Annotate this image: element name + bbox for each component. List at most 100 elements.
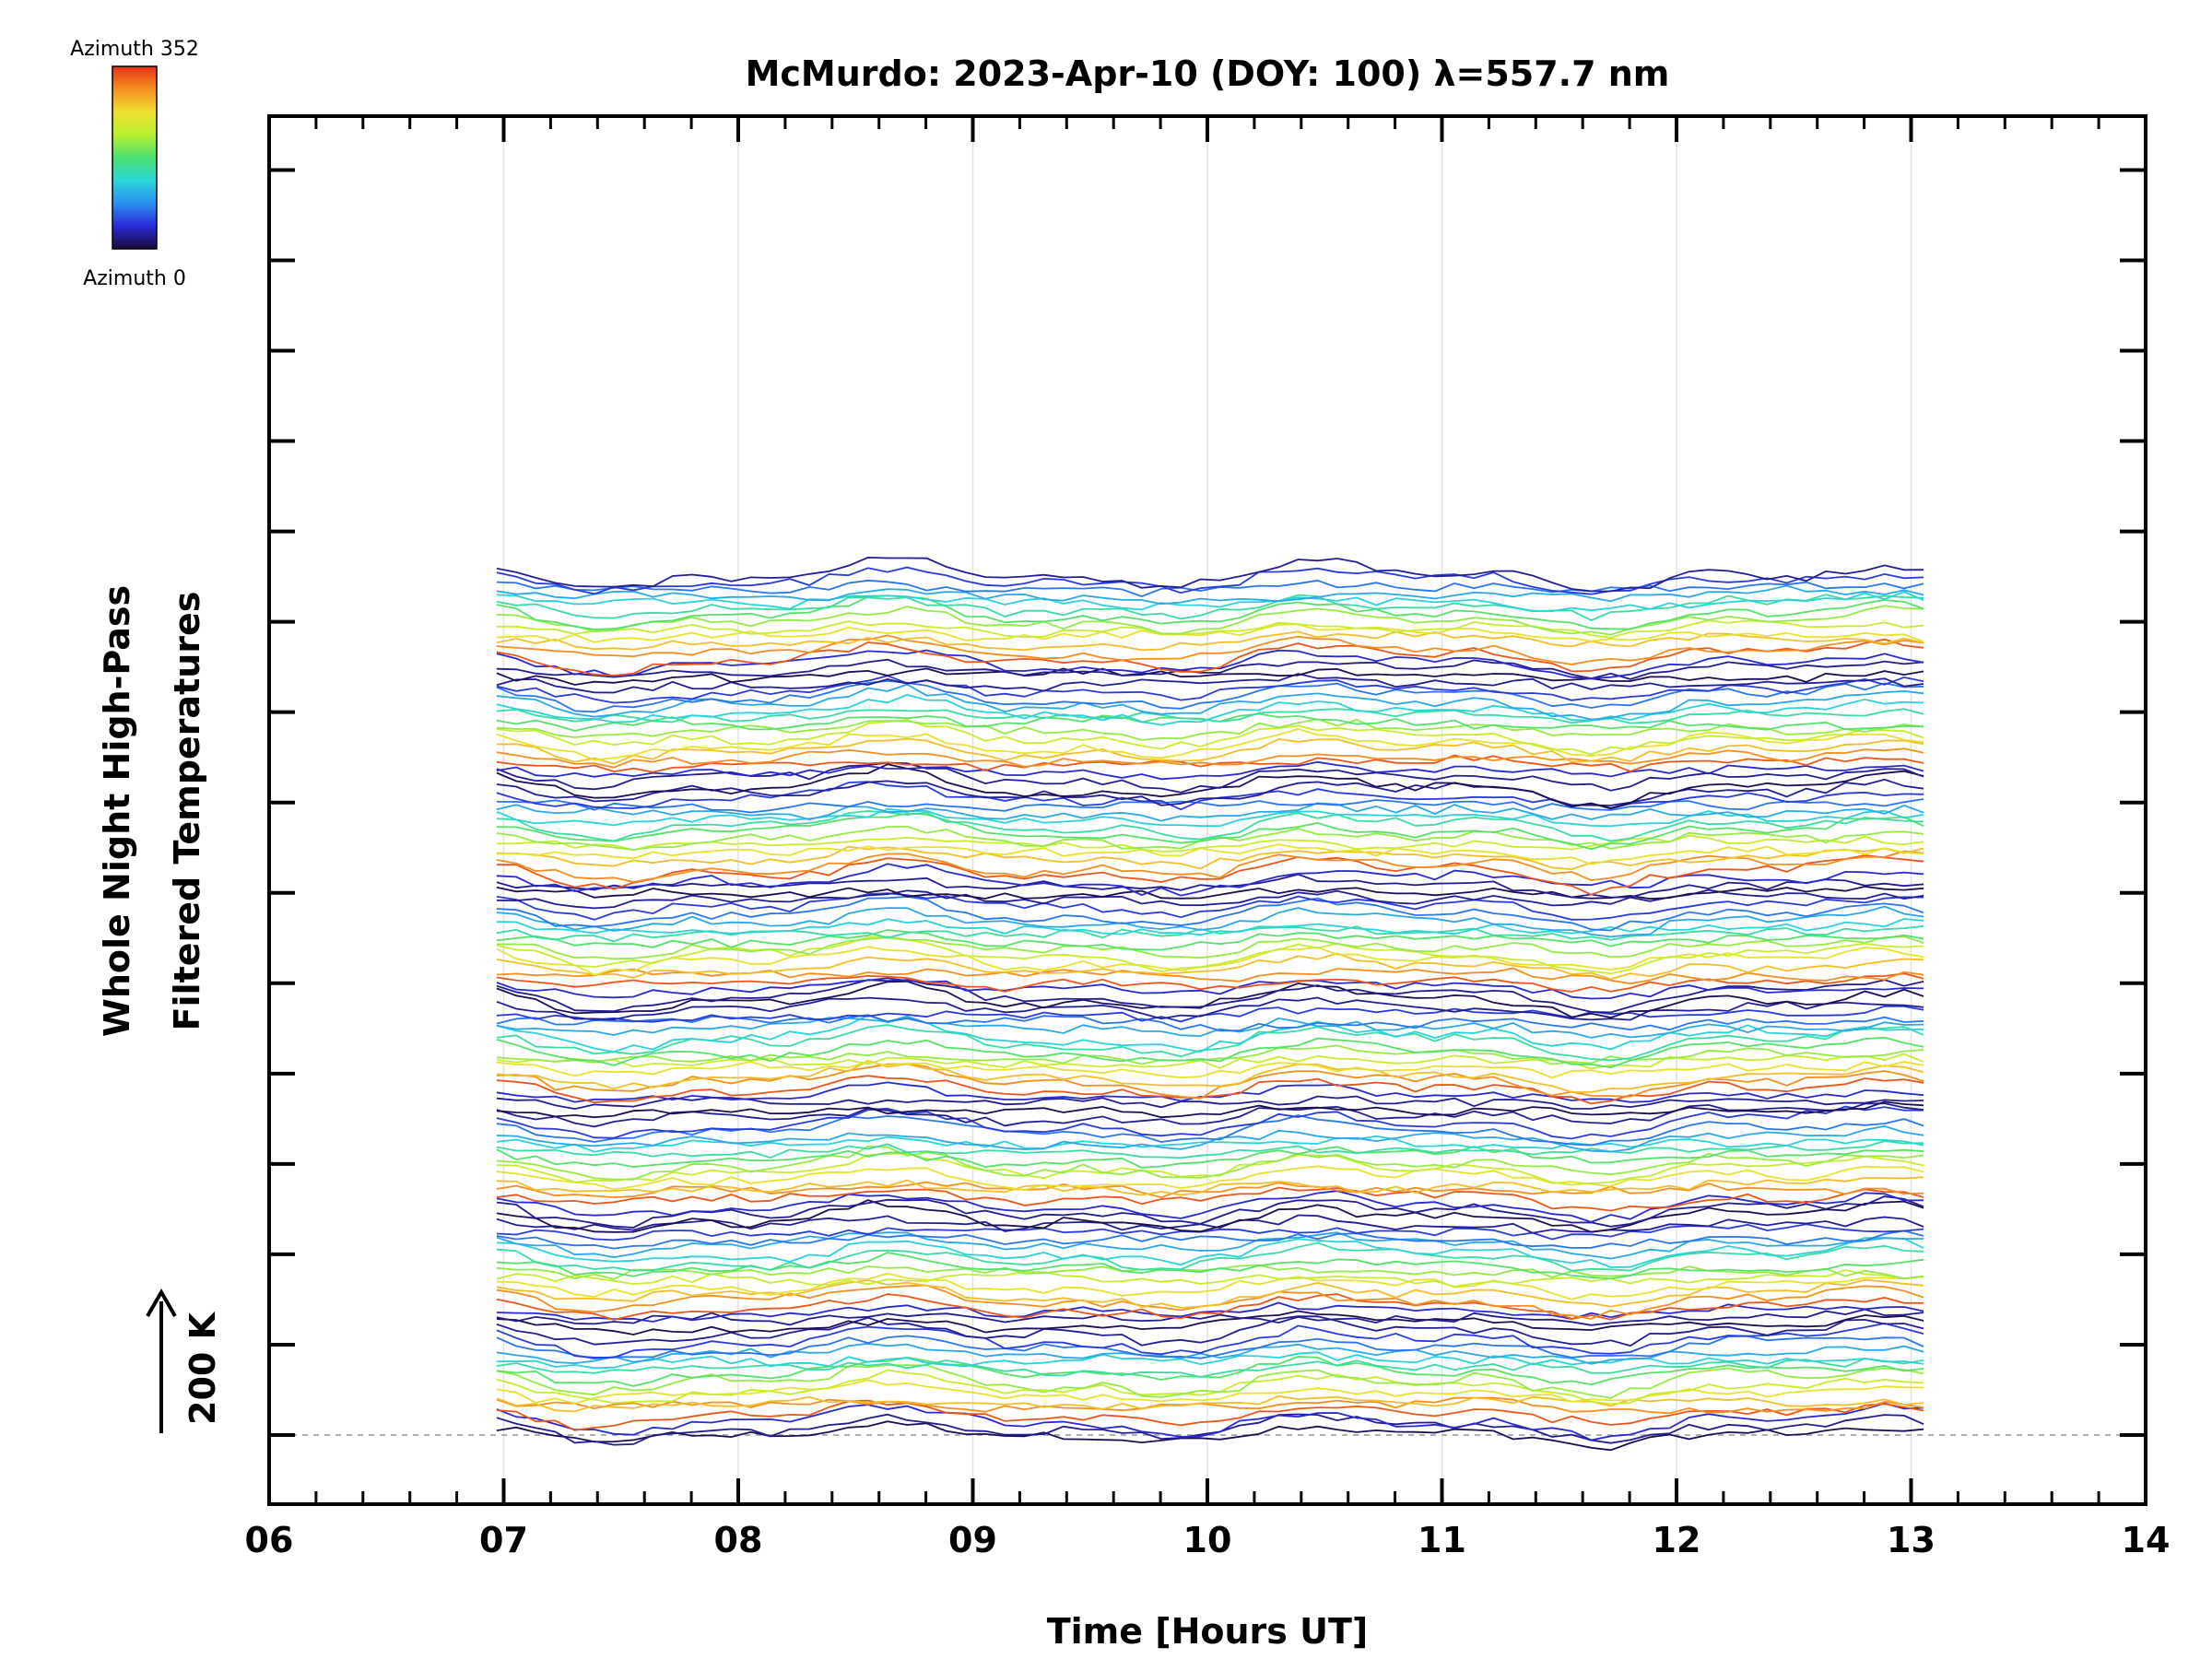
temperature-trace: [496, 905, 1924, 938]
temperature-trace: [496, 1269, 1924, 1288]
scale-label: 200 K: [182, 1311, 223, 1425]
temperature-trace: [496, 1252, 1924, 1280]
temperature-trace: [496, 1059, 1924, 1093]
temperature-trace: [496, 747, 1924, 769]
temperature-trace: [496, 638, 1924, 677]
temperature-trace: [496, 834, 1924, 853]
temperature-trace: [496, 667, 1924, 686]
temperature-trace: [496, 1278, 1924, 1309]
x-tick-label: 09: [948, 1520, 997, 1560]
temperature-trace: [496, 935, 1924, 960]
temperature-trace: [496, 977, 1924, 1000]
temperature-trace: [496, 763, 1924, 809]
temperature-trace: [496, 1140, 1924, 1159]
temperature-trace: [496, 1396, 1924, 1415]
temperature-trace: [496, 718, 1924, 756]
x-tick-label: 07: [479, 1520, 528, 1560]
scale-indicator: 200 K: [146, 1288, 223, 1433]
temperature-trace: [496, 1310, 1924, 1335]
temperature-trace: [496, 658, 1924, 680]
temperature-trace: [496, 591, 1924, 613]
temperature-trace: [496, 1190, 1924, 1223]
temperature-trace: [496, 1214, 1924, 1234]
y-axis-label-line1: Whole Night High-Pass: [97, 585, 137, 1037]
temperature-trace: [496, 708, 1924, 724]
temperature-trace: [496, 1036, 1924, 1069]
y-axis-label-line2: Filtered Temperatures: [167, 592, 207, 1031]
temperature-trace: [496, 718, 1924, 741]
temperature-trace: [496, 1364, 1924, 1399]
temperature-trace: [496, 972, 1924, 993]
temperature-trace: [496, 1146, 1924, 1169]
temperature-trace: [496, 728, 1924, 761]
temperature-trace: [496, 630, 1924, 652]
temperature-trace: [496, 1075, 1924, 1105]
temperature-trace: [496, 754, 1924, 773]
temperature-trace: [496, 605, 1924, 636]
temperature-trace: [496, 1293, 1924, 1321]
temperature-trace: [496, 1114, 1924, 1147]
temperature-trace: [496, 1015, 1924, 1039]
temperature-trace: [496, 584, 1924, 606]
x-tick-label: 11: [1418, 1520, 1466, 1560]
temperature-trace: [496, 1272, 1924, 1300]
temperature-trace: [496, 1402, 1924, 1441]
temperature-trace: [496, 673, 1924, 694]
temperature-trace: [496, 1335, 1924, 1360]
temperature-trace: [496, 810, 1924, 842]
temperature-trace: [496, 996, 1924, 1021]
temperature-trace: [496, 1176, 1924, 1196]
temperature-trace: [496, 1060, 1924, 1079]
temperature-trace: [496, 1241, 1924, 1272]
temperature-trace: [496, 566, 1924, 595]
temperature-trace: [496, 556, 1924, 593]
temperature-trace: [496, 1223, 1924, 1241]
temperature-trace: [496, 760, 1924, 781]
x-tick-label: 13: [1887, 1520, 1936, 1560]
temperature-trace: [496, 1369, 1924, 1406]
temperature-trace: [496, 845, 1924, 871]
temperature-trace: [496, 778, 1924, 806]
temperature-trace: [496, 1100, 1924, 1119]
temperature-trace: [496, 1413, 1924, 1446]
x-tick-label: 10: [1183, 1520, 1232, 1560]
temperature-trace: [496, 649, 1924, 680]
temperature-trace: [496, 1005, 1924, 1023]
temperature-trace: [496, 1399, 1924, 1431]
temperature-trace: [496, 634, 1924, 665]
temperature-trace: [496, 1355, 1924, 1387]
temperature-trace: [496, 594, 1924, 622]
temperature-trace: [496, 1301, 1924, 1323]
temperature-trace: [496, 693, 1924, 726]
temperature-trace: [496, 952, 1924, 981]
colorbar-top-label: Azimuth 352: [70, 38, 199, 61]
temperature-trace: [496, 807, 1924, 828]
temperature-trace: [496, 1308, 1924, 1326]
temperature-trace: [496, 1199, 1924, 1233]
colorbar-bottom-label: Azimuth 0: [83, 267, 186, 290]
temperature-trace: [496, 737, 1924, 765]
temperature-trace: [496, 1230, 1924, 1250]
x-axis: 06 07 08 09 10 11 12 13 14: [245, 116, 2170, 1560]
temperature-trace: [496, 1145, 1924, 1181]
temperature-trace: [496, 812, 1924, 851]
temperature-trace: [496, 1231, 1924, 1260]
temperature-trace: [496, 980, 1924, 1018]
x-tick-label: 06: [245, 1520, 294, 1560]
temperature-trace: [496, 1322, 1924, 1359]
temperature-trace: [496, 683, 1924, 721]
temperature-trace: [496, 798, 1924, 814]
temperature-trace: [496, 802, 1924, 822]
temperature-trace: [496, 1186, 1924, 1212]
temperature-trace: [496, 1105, 1924, 1140]
temperature-trace: [496, 1014, 1924, 1053]
temperature-trace: [496, 1063, 1924, 1100]
temperature-trace: [496, 761, 1924, 794]
chart-title: McMurdo: 2023-Apr-10 (DOY: 100) λ=557.7 …: [746, 53, 1670, 94]
temperature-trace: [496, 924, 1924, 943]
temperature-trace: [496, 1165, 1924, 1191]
temperature-trace: [496, 1351, 1924, 1370]
temperature-trace: [496, 895, 1924, 932]
x-axis-label: Time [Hours UT]: [1047, 1611, 1369, 1652]
temperature-trace: [496, 1315, 1924, 1347]
